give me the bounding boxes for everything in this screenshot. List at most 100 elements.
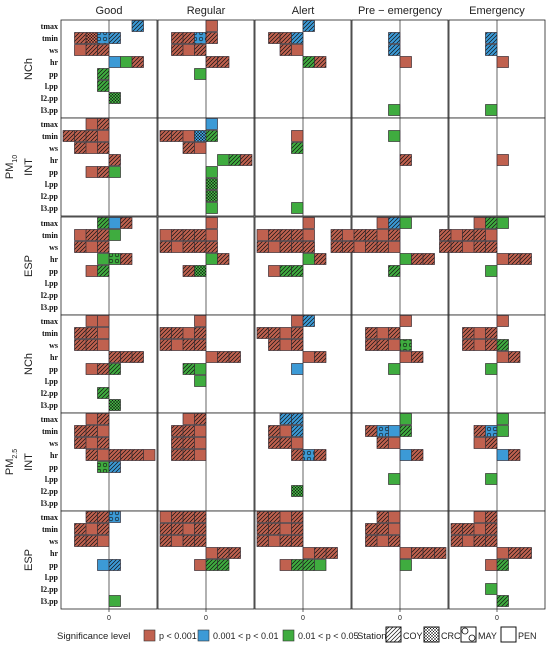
station-pattern-coy	[291, 535, 303, 547]
cell-fill	[473, 327, 486, 339]
station-pattern-coy	[388, 229, 400, 241]
significance-cell	[399, 547, 412, 559]
station-pattern-coy	[314, 56, 326, 68]
significance-cell	[342, 229, 355, 241]
significance-cell	[291, 327, 304, 339]
station-pattern-coy	[97, 437, 109, 449]
station-pattern-coy	[257, 327, 269, 339]
x-tick-label-2: 0	[204, 615, 208, 622]
station-pattern-coy	[120, 253, 132, 265]
panel-r2-c3	[254, 117, 352, 217]
significance-cell	[74, 241, 87, 253]
variable-label-tmax: tmax	[41, 219, 58, 228]
significance-cell	[376, 229, 389, 241]
station-pattern-coy	[291, 449, 303, 461]
variable-label-ws: ws	[49, 341, 58, 350]
variable-label-tmin: tmin	[42, 34, 59, 43]
cell-fill	[399, 559, 412, 571]
station-pattern-coy	[434, 547, 446, 559]
significance-cell	[97, 363, 110, 375]
significance-cell	[268, 425, 281, 437]
region-label-nch-pm25: NCh	[23, 353, 35, 375]
significance-cell	[450, 523, 463, 535]
region-labels: NCh INT ESP NCh INT ESP	[23, 58, 35, 571]
cell-fill	[85, 166, 98, 178]
significance-cell	[159, 339, 172, 351]
significance-cell	[302, 253, 315, 265]
station-pattern-coy	[86, 425, 98, 437]
cell-fill	[256, 229, 269, 241]
significance-cell	[85, 166, 98, 178]
significance-cell	[279, 229, 292, 241]
significance-cell	[496, 559, 509, 571]
station-pattern-may	[97, 32, 109, 44]
significance-cell	[194, 449, 207, 461]
cell-fill	[108, 229, 121, 241]
cell-fill	[302, 351, 315, 363]
station-pattern-coy	[365, 327, 377, 339]
station-pattern-coy	[229, 154, 241, 166]
station-pattern-coy	[485, 535, 497, 547]
station-pattern-coy	[194, 229, 206, 241]
significance-cell	[108, 32, 121, 44]
station-pattern-coy	[206, 241, 218, 253]
legend-station-may-ring-icon	[461, 627, 469, 635]
significance-cell	[182, 44, 195, 56]
cell-fill	[97, 130, 110, 142]
significance-cell	[365, 241, 378, 253]
significance-cell	[279, 511, 292, 523]
station-pattern-coy	[171, 44, 183, 56]
station-pattern-coy	[485, 32, 497, 44]
station-pattern-coy	[331, 229, 343, 241]
variable-label-hr: hr	[50, 549, 58, 558]
significance-cell	[97, 130, 110, 142]
station-pattern-coy	[206, 32, 218, 44]
cell-fill	[120, 56, 133, 68]
station-pattern-may	[377, 425, 389, 437]
significance-cell	[182, 511, 195, 523]
significance-cell	[171, 535, 184, 547]
station-pattern-coy	[303, 20, 315, 32]
cell-fill	[74, 44, 87, 56]
cell-fill	[388, 130, 401, 142]
station-pattern-coy	[86, 44, 98, 56]
panel-r5-c5	[448, 412, 546, 512]
significance-cell	[485, 363, 498, 375]
variable-label-hr: hr	[50, 156, 58, 165]
legend-swatch-s2	[197, 629, 210, 642]
station-pattern-coy	[171, 437, 183, 449]
station-pattern-coy	[291, 523, 303, 535]
column-headers: Good Regular Alert Pre − emergency Emerg…	[96, 5, 526, 17]
station-pattern-coy	[314, 253, 326, 265]
significance-cell	[97, 425, 110, 437]
station-pattern-coy	[171, 511, 183, 523]
cell-fill	[171, 535, 184, 547]
column-header-good: Good	[96, 5, 123, 17]
significance-cell	[388, 229, 401, 241]
significance-cell	[439, 241, 452, 253]
cell-fill	[85, 437, 98, 449]
station-pattern-coy	[388, 32, 400, 44]
station-pattern-coy	[257, 511, 269, 523]
significance-cell	[228, 351, 241, 363]
cell-fill	[473, 523, 486, 535]
significance-cell	[376, 425, 389, 437]
significance-cell	[205, 130, 218, 142]
station-pattern-coy	[109, 559, 121, 571]
station-pattern-coy	[257, 535, 269, 547]
station-pattern-coy	[183, 229, 195, 241]
significance-cell	[291, 44, 304, 56]
cell-fill	[302, 229, 315, 241]
significance-cell	[108, 559, 121, 571]
significance-cell	[388, 473, 401, 485]
station-pattern-coy	[365, 535, 377, 547]
variable-label-tmax: tmax	[41, 120, 58, 129]
variable-label-tmax: tmax	[41, 513, 58, 522]
cell-fill	[182, 413, 195, 425]
significance-cell	[97, 80, 110, 92]
significance-cell	[279, 44, 292, 56]
significance-cell	[120, 217, 133, 229]
significance-cell	[314, 449, 327, 461]
station-pattern-coy	[365, 339, 377, 351]
cell-fill	[85, 315, 98, 327]
